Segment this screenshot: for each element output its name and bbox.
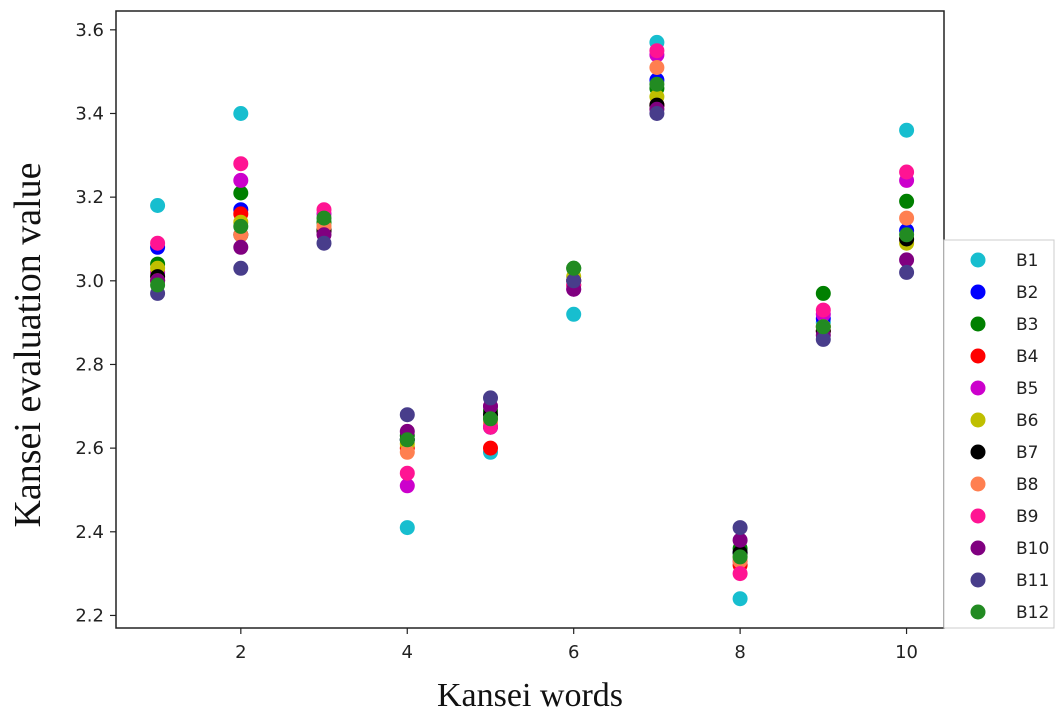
x-tick-label: 10 bbox=[895, 642, 918, 663]
data-point-b5-2 bbox=[233, 172, 249, 188]
data-point-b9-9 bbox=[815, 302, 831, 318]
data-point-b1-2 bbox=[233, 106, 249, 121]
x-axis-label: Kansei words bbox=[437, 677, 623, 713]
data-point-b11-10 bbox=[899, 264, 915, 280]
data-point-b1-10 bbox=[899, 122, 915, 138]
y-tick-label: 3.0 bbox=[75, 271, 104, 292]
y-tick-label: 2.8 bbox=[75, 354, 104, 375]
x-tick-label: 6 bbox=[568, 642, 579, 663]
data-point-b9-10 bbox=[899, 164, 915, 180]
legend: B1 B2 B3 B4 B5 B6 B7 B8 B9 B10 B11 B12 bbox=[943, 239, 1055, 629]
data-point-b11-8 bbox=[732, 520, 748, 536]
legend-label-b11: B11 bbox=[1016, 571, 1049, 591]
legend-items: B1 B2 B3 B4 B5 B6 B7 B8 B9 B10 B11 B12 bbox=[970, 251, 1049, 623]
y-tick-label: 2.6 bbox=[75, 438, 104, 459]
x-tick-label: 8 bbox=[734, 642, 745, 663]
legend-marker-b10 bbox=[970, 540, 986, 556]
legend-label-b10: B10 bbox=[1016, 539, 1049, 559]
y-tick-label: 2.2 bbox=[75, 605, 104, 626]
data-point-b12-3 bbox=[316, 210, 332, 226]
y-axis-ticks: 2.2 2.4 2.6 2.8 3.0 3.2 3.4 3.6 bbox=[75, 20, 116, 626]
legend-label-b1: B1 bbox=[1016, 251, 1038, 271]
data-point-b9-7 bbox=[649, 43, 665, 59]
x-tick-label: 4 bbox=[402, 642, 413, 663]
data-point-b10-10 bbox=[899, 252, 915, 268]
data-point-b8-10 bbox=[899, 210, 915, 226]
legend-label-b5: B5 bbox=[1016, 379, 1038, 399]
data-points bbox=[150, 34, 915, 607]
data-point-b9-8 bbox=[732, 566, 748, 582]
y-tick-label: 3.4 bbox=[75, 103, 104, 124]
data-point-b3-9 bbox=[815, 285, 831, 301]
legend-label-b9: B9 bbox=[1016, 507, 1038, 527]
data-point-b3-2 bbox=[233, 185, 249, 201]
data-point-b1-4 bbox=[399, 520, 415, 536]
legend-marker-b1 bbox=[970, 252, 986, 268]
data-point-b12-5 bbox=[483, 411, 498, 427]
data-point-b12-10 bbox=[899, 227, 915, 243]
legend-marker-b9 bbox=[970, 508, 986, 524]
data-point-b11-6 bbox=[566, 273, 582, 289]
x-axis-ticks: 2 4 6 8 10 bbox=[235, 628, 918, 663]
legend-label-b4: B4 bbox=[1016, 347, 1038, 367]
data-point-b11-3 bbox=[316, 235, 332, 251]
data-point-b11-2 bbox=[233, 260, 249, 276]
data-point-b5-4 bbox=[399, 478, 415, 494]
data-point-b11-4 bbox=[399, 407, 415, 423]
data-point-b12-4 bbox=[399, 432, 415, 448]
y-tick-label: 2.4 bbox=[75, 522, 104, 543]
data-point-b4-5 bbox=[483, 440, 498, 456]
data-point-b8-7 bbox=[649, 60, 665, 75]
data-point-b11-9 bbox=[815, 331, 831, 347]
data-point-b12-6 bbox=[566, 260, 582, 276]
data-point-b10-8 bbox=[732, 532, 748, 548]
x-tick-label: 2 bbox=[235, 642, 246, 663]
data-point-b1-1 bbox=[150, 198, 166, 213]
legend-label-b2: B2 bbox=[1016, 283, 1038, 303]
legend-marker-b7 bbox=[970, 444, 986, 460]
data-point-b9-1 bbox=[150, 235, 166, 251]
y-tick-label: 3.6 bbox=[75, 20, 104, 41]
data-point-b12-8 bbox=[732, 549, 748, 565]
legend-marker-b12 bbox=[970, 604, 986, 620]
legend-marker-b6 bbox=[970, 412, 986, 428]
legend-label-b7: B7 bbox=[1016, 443, 1038, 463]
legend-marker-b2 bbox=[970, 284, 986, 300]
legend-marker-b5 bbox=[970, 380, 986, 396]
data-point-b10-2 bbox=[233, 239, 249, 255]
y-axis-label: Kansei evaluation value bbox=[7, 162, 49, 527]
y-tick-label: 3.2 bbox=[75, 187, 104, 208]
legend-marker-b3 bbox=[970, 316, 986, 332]
data-point-b1-8 bbox=[732, 591, 748, 607]
legend-box bbox=[943, 239, 1055, 629]
legend-label-b6: B6 bbox=[1016, 411, 1038, 431]
data-point-b3-10 bbox=[899, 193, 915, 209]
legend-marker-b11 bbox=[970, 572, 986, 588]
plot-area bbox=[115, 10, 945, 629]
data-point-b9-4 bbox=[399, 465, 415, 481]
data-point-b8-4 bbox=[399, 444, 415, 460]
data-point-b1-6 bbox=[566, 306, 582, 322]
data-point-b11-7 bbox=[649, 106, 665, 121]
data-point-b12-9 bbox=[815, 319, 831, 335]
data-point-b9-2 bbox=[233, 156, 249, 172]
data-point-b11-5 bbox=[483, 390, 498, 406]
legend-marker-b4 bbox=[970, 348, 986, 364]
legend-label-b12: B12 bbox=[1016, 603, 1049, 623]
legend-marker-b8 bbox=[970, 476, 986, 492]
legend-label-b3: B3 bbox=[1016, 315, 1038, 335]
data-point-b12-7 bbox=[649, 76, 665, 92]
legend-label-b8: B8 bbox=[1016, 475, 1038, 495]
data-point-b12-1 bbox=[150, 277, 166, 293]
data-point-b12-2 bbox=[233, 218, 249, 234]
